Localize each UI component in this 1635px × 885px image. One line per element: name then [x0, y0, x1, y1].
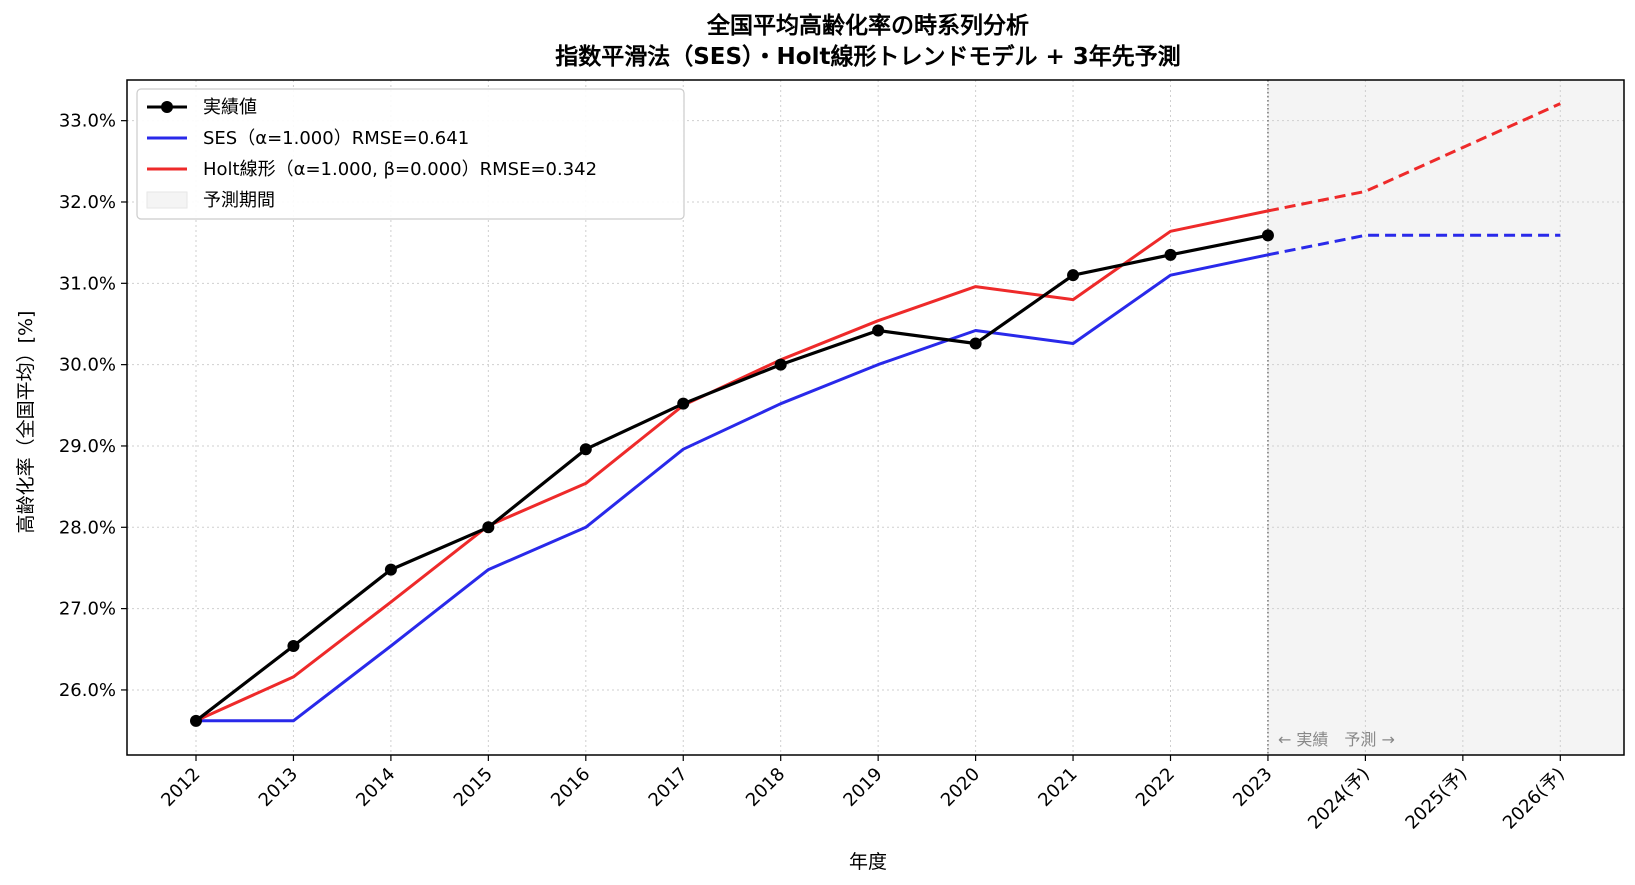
x-tick-label: 2024(予) [1304, 764, 1374, 834]
x-tick-label: 2017 [645, 764, 692, 811]
holt-series-line [195, 209, 1269, 723]
x-tick-label: 2020 [937, 764, 984, 811]
forecast-region [1267, 80, 1624, 755]
legend-label: 実績値 [203, 97, 257, 118]
actual-data-point [872, 324, 885, 337]
actual-data-point [190, 714, 202, 727]
x-tick-label: 2015 [450, 764, 497, 811]
actual-series-line [195, 233, 1269, 723]
forecast-annotation: ← 実績 予測 → [1278, 730, 1395, 749]
x-tick-label: 2014 [352, 764, 399, 811]
chart-title-line1: 全国平均高齢化率の時系列分析 [706, 12, 1029, 39]
x-tick-label: 2026(予) [1499, 764, 1569, 834]
y-tick-label: 33.0% [59, 111, 116, 132]
legend: 実績値 SES（α=1.000）RMSE=0.641 Holt線形（α=1.000,… [136, 88, 685, 220]
actual-data-point [774, 358, 787, 371]
y-tick-label: 28.0% [59, 517, 116, 538]
ses-series-line [196, 253, 1269, 723]
x-tick-label: 2016 [547, 764, 594, 811]
actual-data-point [287, 640, 300, 653]
x-tick-label: 2022 [1132, 764, 1179, 811]
y-tick-label: 27.0% [59, 599, 116, 620]
actual-data-point [1067, 269, 1080, 282]
x-axis-label: 年度 [849, 851, 887, 873]
actual-data-point [482, 521, 495, 534]
actual-data-point [677, 397, 690, 410]
y-tick-label: 30.0% [59, 355, 116, 376]
chart-title-line2: 指数平滑法（SES）・Holt線形トレンドモデル + 3年先予測 [555, 43, 1181, 70]
holt-forecast-line [1267, 102, 1561, 213]
x-tick-label: 2025(予) [1401, 764, 1471, 834]
ses-forecast-line [1267, 233, 1561, 257]
x-tick-label: 2019 [839, 764, 886, 811]
y-tick-label: 31.0% [59, 273, 116, 294]
y-tick-label: 29.0% [59, 436, 116, 457]
legend-swatch-marker [161, 101, 173, 113]
legend-label: SES（α=1.000）RMSE=0.641 [203, 128, 469, 149]
y-tick-label: 32.0% [59, 192, 116, 213]
actual-data-point [1261, 229, 1274, 242]
legend-label: 予測期間 [203, 190, 275, 211]
y-tick-label: 26.0% [59, 680, 116, 701]
x-tick-label: 2013 [255, 764, 302, 811]
actual-data-point [1164, 248, 1177, 261]
x-tick-label: 2012 [157, 764, 204, 811]
plot-frame [126, 79, 1625, 756]
y-axis-label: 高齢化率（全国平均）[%] [15, 311, 37, 534]
x-tick-label: 2021 [1034, 764, 1081, 811]
x-tick-label: 2018 [742, 764, 789, 811]
legend-box [136, 88, 685, 220]
actual-data-point [579, 443, 592, 456]
actual-data-point [384, 563, 397, 576]
actual-data-point [969, 337, 982, 350]
x-tick-label: 2023 [1229, 764, 1276, 811]
legend-label: Holt線形（α=1.000, β=0.000）RMSE=0.342 [203, 159, 597, 180]
legend-swatch-forecast-period [146, 191, 188, 209]
